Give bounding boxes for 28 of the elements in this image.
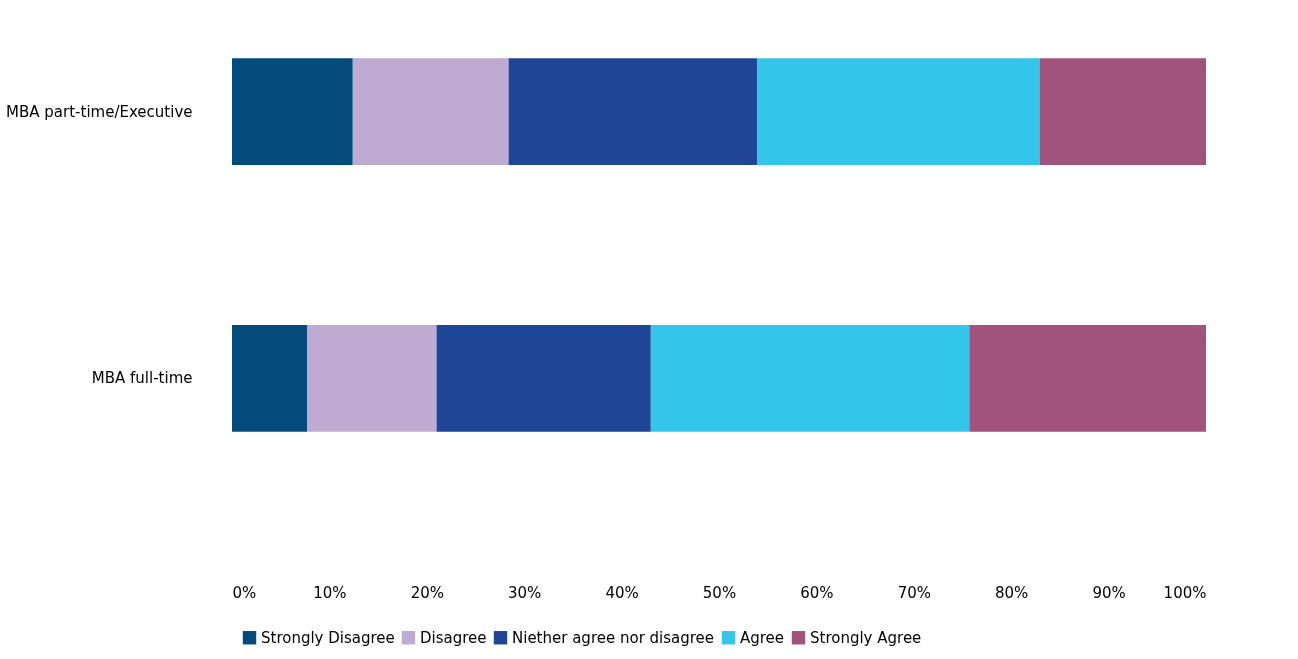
bar	[756, 58, 1040, 165]
bar	[508, 58, 757, 165]
bar	[969, 325, 1206, 432]
x-tick-label: 30%	[508, 583, 542, 602]
y-tick-label: MBA part-time/Executive	[6, 102, 193, 121]
legend-label: Disagree	[420, 628, 487, 647]
legend-label: Agree	[740, 628, 785, 647]
x-tick-label: 70%	[897, 583, 931, 602]
x-tick-label: 0%	[232, 583, 257, 602]
legend-label: Niether agree nor disagree	[512, 628, 715, 647]
bar	[232, 58, 353, 165]
x-tick-label: 80%	[995, 583, 1029, 602]
bar	[436, 325, 651, 432]
y-tick-label: MBA full-time	[91, 369, 193, 388]
x-tick-label: 50%	[702, 583, 737, 602]
x-tick-label: 40%	[605, 583, 639, 602]
x-tick-label: 20%	[410, 583, 444, 602]
bar	[1039, 58, 1206, 165]
x-tick-label: 10%	[313, 583, 347, 602]
legend-label: Strongly Disagree	[261, 628, 395, 647]
x-tick-label: 60%	[800, 583, 834, 602]
bar	[307, 325, 437, 432]
bar	[650, 325, 970, 432]
x-tick-label: 100%	[1163, 583, 1207, 602]
bar	[352, 58, 509, 165]
legend-label: Strongly Agree	[810, 628, 922, 647]
bar	[232, 325, 307, 432]
x-tick-label: 90%	[1092, 583, 1126, 602]
